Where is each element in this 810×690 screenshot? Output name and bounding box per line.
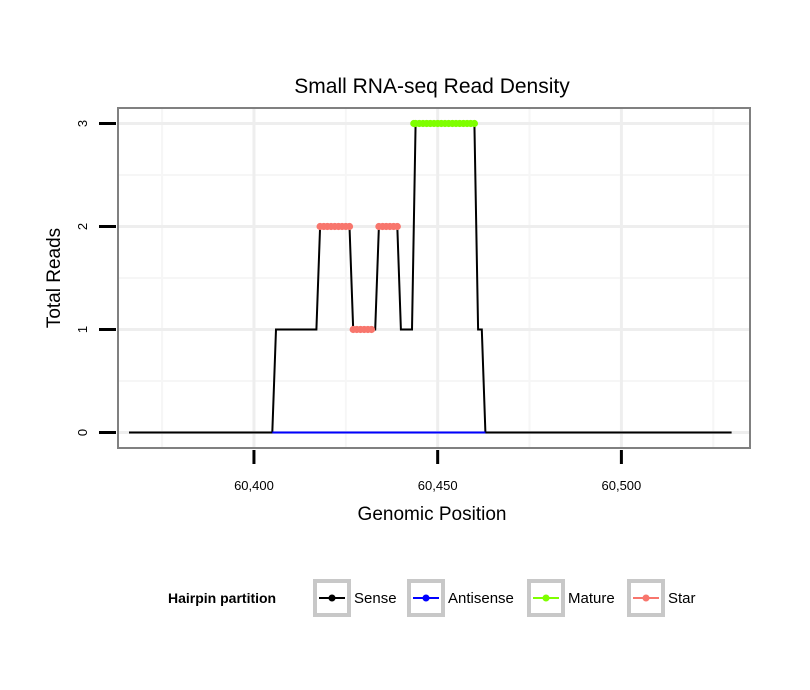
- legend-label: Mature: [568, 590, 615, 607]
- data-point-mature: [470, 119, 478, 128]
- legend-label: Antisense: [448, 590, 514, 607]
- y-axis-label: Total Reads: [44, 228, 65, 328]
- data-point-star: [345, 222, 354, 231]
- y-tick-label: 0: [75, 429, 90, 436]
- y-tick-label: 3: [75, 120, 90, 127]
- plot-panel-border: [117, 107, 751, 449]
- data-point-star: [393, 222, 401, 231]
- x-tick-label: 60,400: [234, 478, 274, 493]
- legend-label: Sense: [354, 590, 397, 607]
- chart-title: Small RNA-seq Read Density: [294, 75, 570, 98]
- x-axis: 60,400 60,450 60,500: [234, 450, 641, 493]
- y-tick-label: 1: [75, 326, 90, 333]
- legend: Hairpin partition Sense Antisense Mature Sta…: [168, 579, 696, 617]
- legend-key-point: [642, 594, 650, 602]
- legend-key-point: [328, 594, 336, 602]
- x-tick-label: 60,450: [418, 478, 458, 493]
- legend-key-point: [422, 594, 430, 602]
- y-tick-label: 2: [75, 223, 90, 230]
- series-layer: [129, 119, 732, 434]
- legend-label: Star: [668, 590, 696, 607]
- x-tick-label: 60,500: [602, 478, 642, 493]
- x-axis-label: Genomic Position: [358, 504, 507, 525]
- legend-key-point: [542, 594, 550, 602]
- legend-title: Hairpin partition: [168, 590, 276, 606]
- data-point-star: [367, 325, 376, 334]
- y-axis: 0 1 2 3: [75, 120, 116, 436]
